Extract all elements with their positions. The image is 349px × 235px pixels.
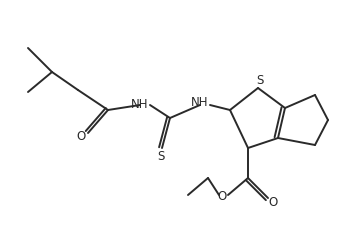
Text: NH: NH — [131, 98, 149, 110]
Text: NH: NH — [191, 97, 209, 110]
Text: O: O — [76, 130, 86, 144]
Text: O: O — [217, 191, 227, 204]
Text: S: S — [256, 74, 264, 86]
Text: O: O — [268, 196, 277, 209]
Text: S: S — [157, 150, 165, 164]
